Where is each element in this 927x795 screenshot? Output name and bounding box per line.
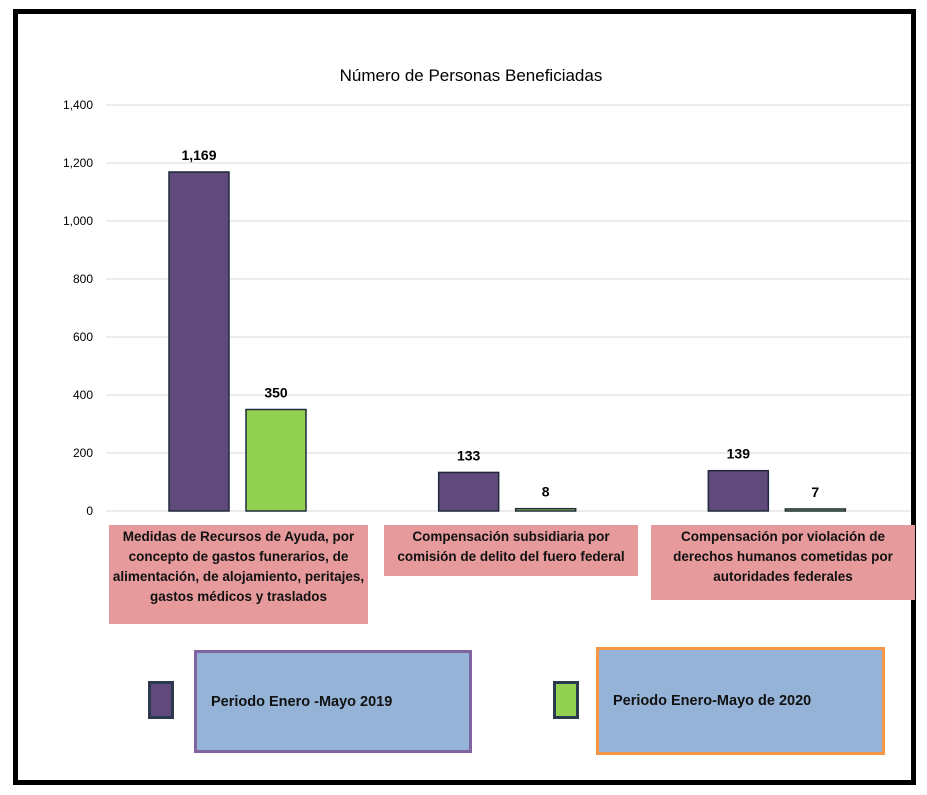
data-label: 133 [457, 447, 481, 463]
y-tick-label: 800 [73, 272, 93, 286]
category-label-compensacion-violacion: Compensación por violación de derechos h… [651, 525, 915, 600]
legend-box-2020: Periodo Enero-Mayo de 2020 [596, 647, 885, 755]
bars [168, 171, 847, 512]
chart-title: Número de Personas Beneficiadas [340, 66, 603, 85]
data-labels: 1,169 133 139 350 8 7 [181, 147, 819, 500]
category-label-ayuda: Medidas de Recursos de Ayuda, por concep… [109, 525, 368, 624]
bar [168, 171, 230, 512]
data-label: 1,169 [181, 147, 216, 163]
y-tick-label: 1,400 [63, 98, 93, 112]
data-label: 350 [264, 385, 288, 401]
legend-swatch-2019 [148, 681, 174, 719]
bar [707, 469, 770, 512]
legend-label-2020: Periodo Enero-Mayo de 2020 [613, 693, 812, 709]
bar [437, 471, 500, 512]
legend-label-2019: Periodo Enero -Mayo 2019 [211, 693, 393, 710]
y-tick-label: 0 [86, 504, 93, 518]
bar [245, 408, 307, 512]
y-tick-label: 1,000 [63, 214, 93, 228]
y-tick-label: 400 [73, 388, 93, 402]
chart-frame: Número de Personas Beneficiadas 0 200 400 6… [13, 9, 916, 785]
category-label-compensacion-subsidiaria: Compensación subsidiaria por comisión de… [384, 525, 638, 576]
y-tick-label: 200 [73, 446, 93, 460]
data-label: 8 [542, 484, 550, 500]
legend-box-2019: Periodo Enero -Mayo 2019 [194, 650, 472, 753]
y-axis-ticks: 0 200 400 600 800 1,000 1,200 1,400 [63, 98, 93, 518]
data-label: 7 [811, 484, 819, 500]
chart-plot: Número de Personas Beneficiadas 0 200 400 6… [63, 66, 911, 518]
bar [784, 508, 847, 512]
bar [514, 507, 577, 512]
legend-swatch-2020 [553, 681, 579, 719]
gridlines [106, 104, 911, 512]
data-label: 139 [727, 446, 751, 462]
y-tick-label: 600 [73, 330, 93, 344]
y-tick-label: 1,200 [63, 156, 93, 170]
